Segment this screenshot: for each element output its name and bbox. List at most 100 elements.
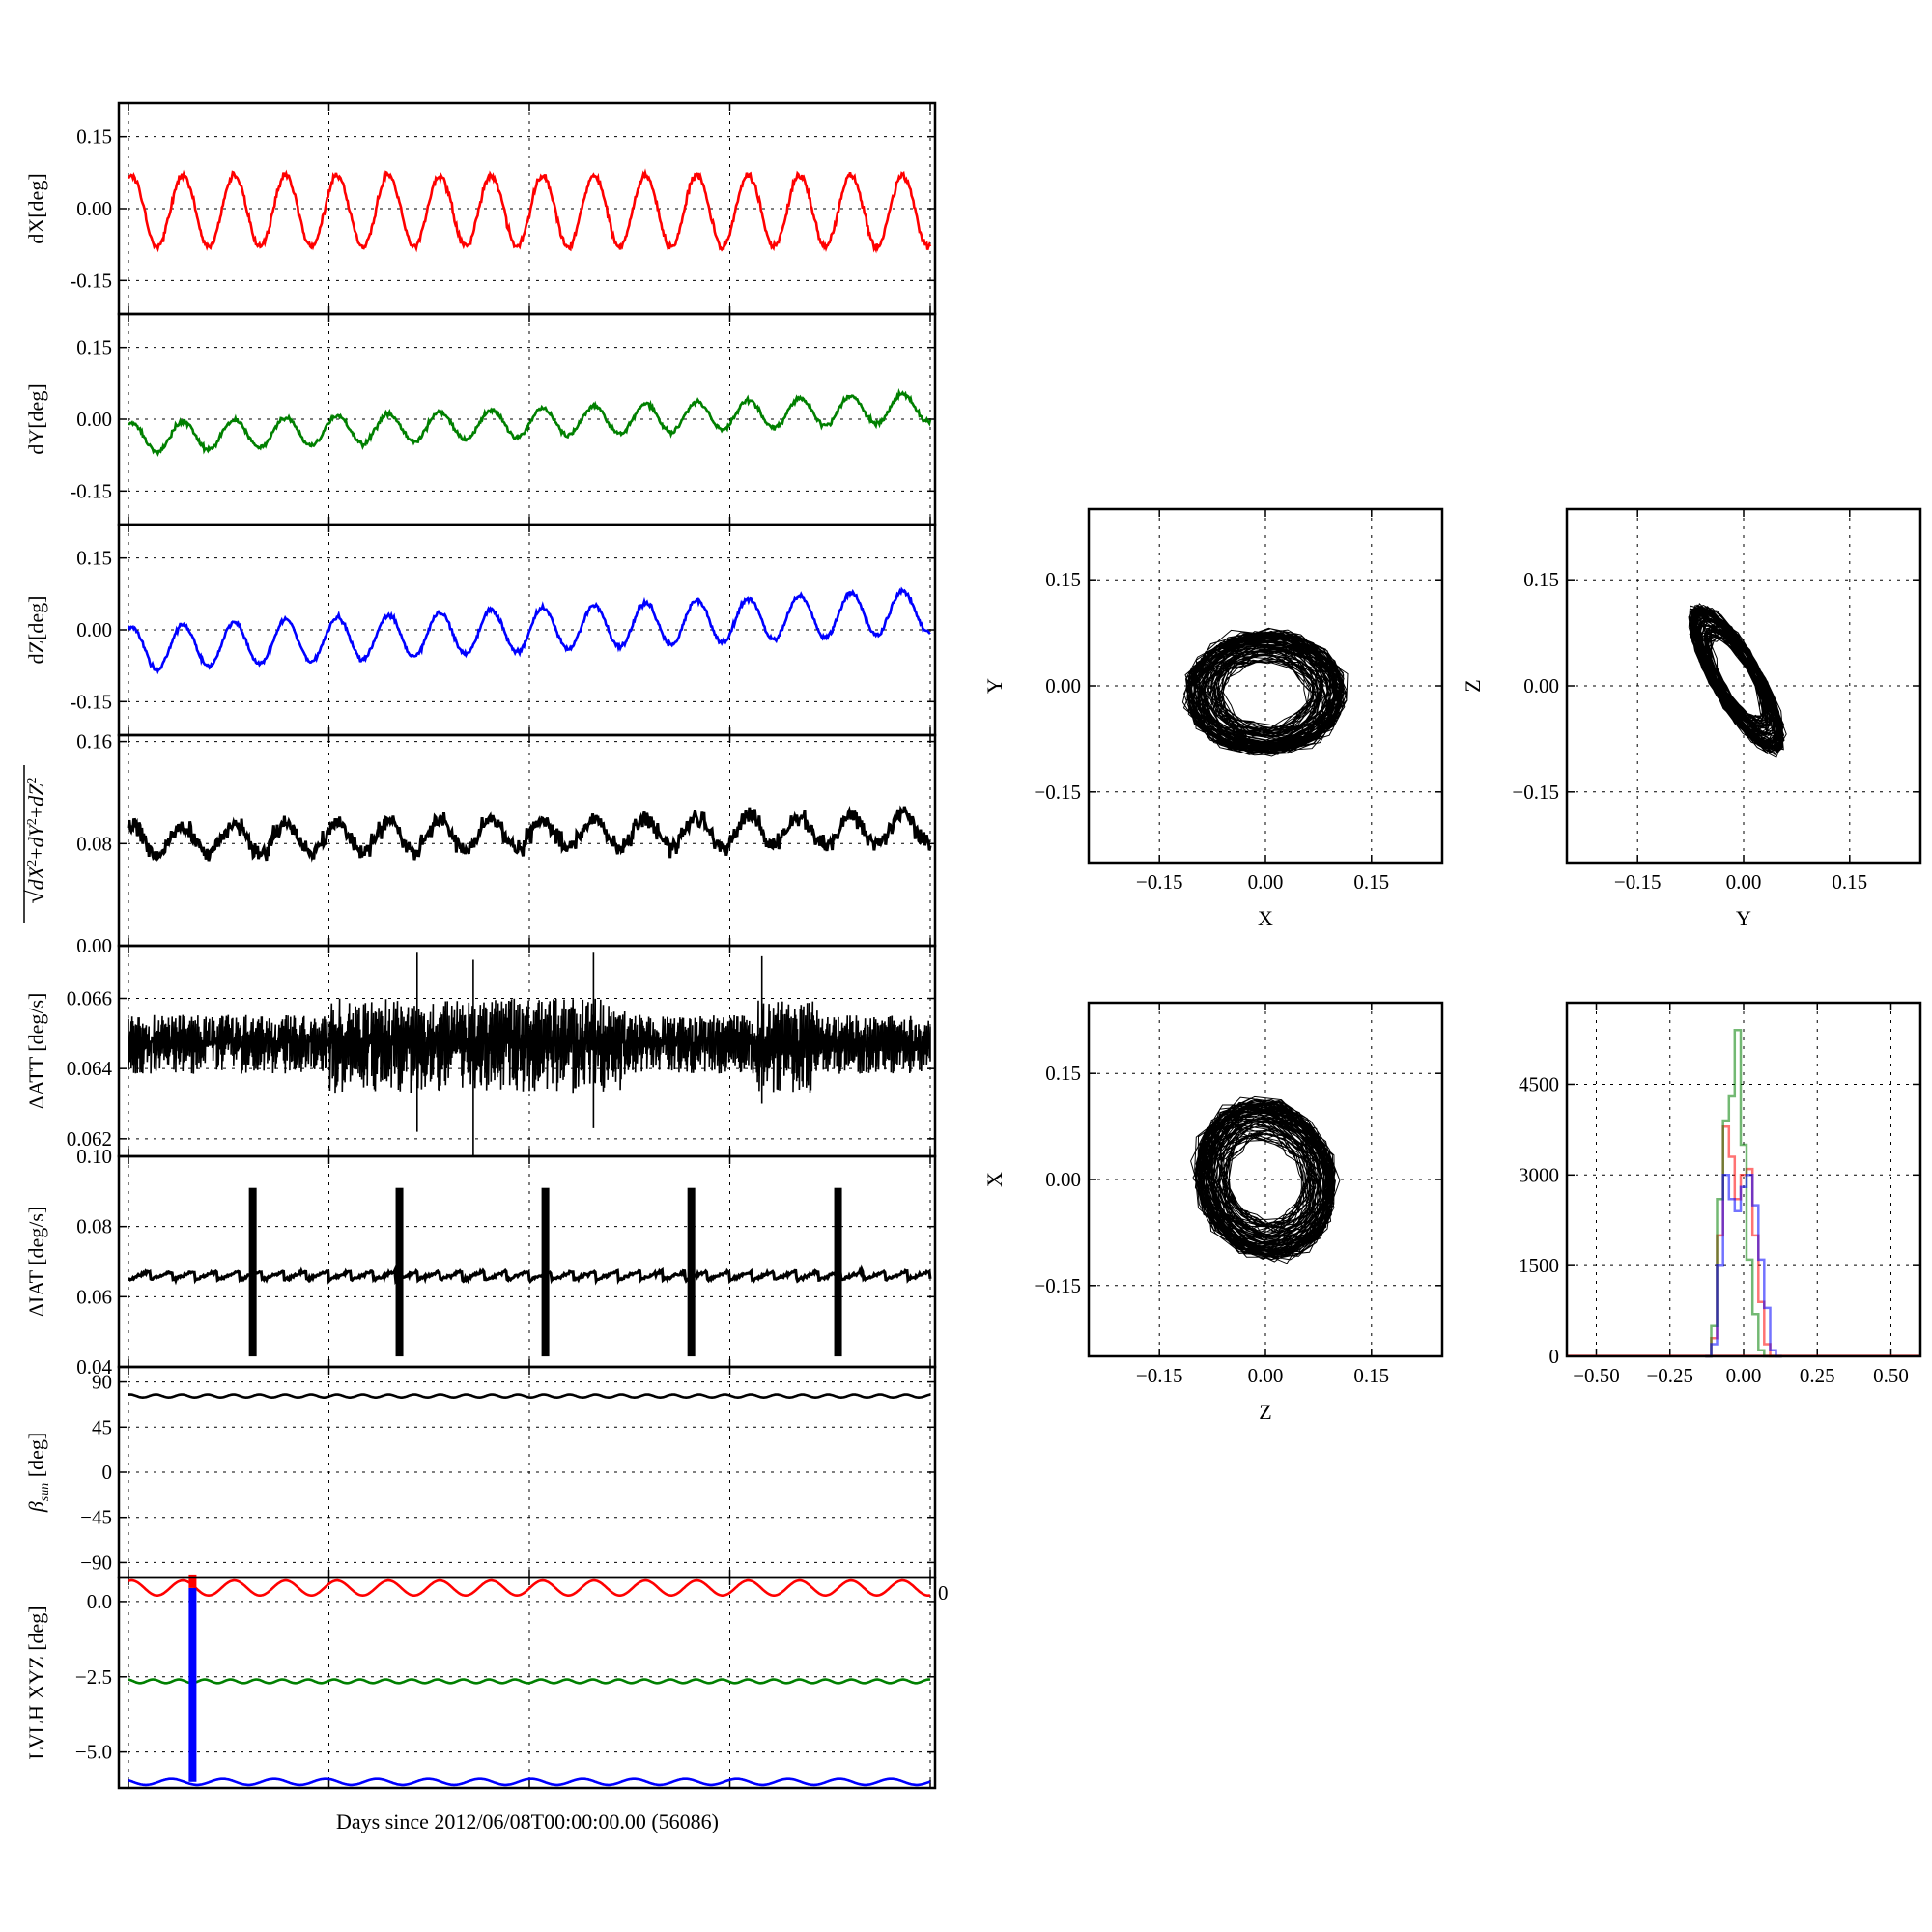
panel-beta: 90 45 0 −45 −90 βsun [deg] bbox=[24, 1365, 937, 1579]
ytick-label: 0.062 bbox=[67, 1127, 112, 1151]
series-line bbox=[128, 387, 932, 457]
panel-hist: −0.50 −0.25 0.00 0.25 0.50 4500 3000 1500 0 bbox=[1519, 1001, 1922, 1387]
y-axis-label: βsun [deg] bbox=[24, 1433, 52, 1513]
ytick-label: 0.15 bbox=[1045, 1062, 1081, 1085]
ytick-label: 0.064 bbox=[67, 1057, 113, 1080]
ytick-label: 0.00 bbox=[76, 408, 112, 431]
ytick-label: 0.10 bbox=[76, 1145, 112, 1168]
x-axis-label: Days since 2012/06/08T00:00:00.00 (56086… bbox=[336, 1809, 719, 1833]
ytick-label: -0.15 bbox=[70, 269, 112, 292]
ytick-label: 0.04 bbox=[76, 1355, 112, 1378]
spike-cap bbox=[188, 1574, 197, 1588]
panel-dZ: 0.15 0.00 -0.15 dZ[deg] bbox=[24, 523, 937, 737]
ytick-label: 3000 bbox=[1519, 1163, 1559, 1186]
ytick-label: 0.00 bbox=[1045, 1168, 1081, 1191]
ytick-label: -0.15 bbox=[70, 479, 112, 502]
ytick-label: −5.0 bbox=[75, 1741, 112, 1764]
panel-yz: −0.15 0.00 0.15 0.15 0.00 −0.15 Y Z bbox=[1461, 507, 1922, 930]
ytick-label: 0.00 bbox=[1045, 674, 1081, 697]
y-axis-label: dZ[deg] bbox=[24, 596, 48, 665]
ytick-label: 0.15 bbox=[1523, 568, 1559, 591]
panel-zx: −0.15 0.00 0.15 0.15 0.00 −0.15 Z X bbox=[982, 1001, 1444, 1424]
hist-series bbox=[1705, 1028, 1782, 1358]
series-line bbox=[127, 1264, 932, 1286]
ytick-label: 0.066 bbox=[67, 987, 112, 1010]
ytick-label: 0.06 bbox=[76, 1285, 112, 1308]
spike-mark bbox=[834, 1187, 842, 1357]
panel-frame bbox=[1087, 1001, 1444, 1358]
ytick-label: −45 bbox=[80, 1506, 112, 1529]
x-axis-label: X bbox=[1258, 906, 1273, 930]
ytick-label: 45 bbox=[92, 1415, 112, 1438]
y-axis-label: ΔIAT [deg/s] bbox=[24, 1207, 48, 1318]
xtick-label: 0.00 bbox=[1726, 1364, 1762, 1387]
series-line bbox=[128, 1777, 931, 1787]
ytick-label: 90 bbox=[92, 1371, 112, 1394]
y-axis-label: √dX2+dY2+dZ2 bbox=[21, 777, 49, 903]
spike-mark bbox=[395, 1187, 404, 1357]
panel-dR: 0.16 0.08 0.00 √dX2+dY2+dZ2 bbox=[21, 730, 937, 957]
ytick-label: 0.0 bbox=[87, 1590, 112, 1613]
ytick-label: 0.00 bbox=[76, 934, 112, 957]
ytick-label: 0.08 bbox=[76, 1215, 112, 1238]
series-line bbox=[127, 586, 931, 675]
xtick-label: −0.50 bbox=[1573, 1364, 1620, 1387]
ytick-label: 4500 bbox=[1519, 1072, 1559, 1095]
y-axis-label: ΔATT [deg/s] bbox=[24, 993, 48, 1110]
series-line bbox=[128, 952, 931, 1156]
panel-xy: −0.15 0.00 0.15 0.15 0.00 −0.15 X Y bbox=[982, 507, 1444, 930]
hist-series bbox=[1705, 1174, 1782, 1358]
spike-mark bbox=[541, 1187, 550, 1357]
ytick-label: 0.15 bbox=[76, 126, 112, 149]
panel-dY: 0.15 0.00 -0.15 dY[deg] bbox=[24, 312, 937, 526]
ytick-label: 1500 bbox=[1519, 1254, 1559, 1277]
ytick-label: −0.15 bbox=[1034, 781, 1081, 804]
ytick-label: 0 bbox=[102, 1461, 113, 1484]
xtick-label: −0.15 bbox=[1136, 1364, 1183, 1387]
trajectory-line bbox=[1190, 1095, 1341, 1264]
panel-frame bbox=[117, 1576, 937, 1790]
panel-lvlh: 0.0 −2.5 −5.0 LVLH XYZ [deg] bbox=[24, 1574, 937, 1790]
series-line bbox=[127, 805, 932, 863]
series-line bbox=[128, 1393, 931, 1400]
ytick-label: −90 bbox=[80, 1550, 112, 1574]
xtick-label: 0.00 bbox=[1726, 870, 1762, 894]
trajectory-line bbox=[1688, 603, 1787, 758]
panel-frame bbox=[1087, 507, 1444, 865]
panel-frame bbox=[117, 1154, 937, 1369]
panel-dIAT: 0.10 0.08 0.06 0.04 ΔIAT [deg/s] bbox=[24, 1145, 937, 1378]
xtick-label: 0.00 bbox=[1248, 1364, 1284, 1387]
spike-mark bbox=[248, 1187, 257, 1357]
ytick-label: 0.15 bbox=[76, 336, 112, 359]
ytick-label: −2.5 bbox=[75, 1665, 112, 1689]
panel-frame bbox=[1565, 1001, 1922, 1358]
xtick-label: −0.25 bbox=[1646, 1364, 1693, 1387]
y-axis-label: Z bbox=[1461, 679, 1485, 692]
panel-dX: 0.15 0.00 -0.15 dX[deg] bbox=[24, 101, 937, 316]
y-axis-label: LVLH XYZ [deg] bbox=[24, 1605, 48, 1759]
trajectory-line bbox=[1181, 627, 1349, 757]
y-axis-label: Y bbox=[982, 678, 1007, 694]
ytick-label: 0.08 bbox=[76, 832, 112, 855]
stray-tick-label: 0 bbox=[938, 1581, 949, 1605]
ytick-label: 0.00 bbox=[76, 618, 112, 641]
spike-mark bbox=[687, 1187, 696, 1357]
spike-mark bbox=[188, 1587, 197, 1782]
ytick-label: 0 bbox=[1549, 1345, 1560, 1368]
xtick-label: −0.15 bbox=[1136, 870, 1183, 894]
xtick-label: 0.50 bbox=[1873, 1364, 1909, 1387]
x-axis-label: Z bbox=[1259, 1400, 1271, 1424]
x-axis-label: Y bbox=[1736, 906, 1751, 930]
ytick-label: 0.15 bbox=[76, 547, 112, 570]
series-line bbox=[128, 1678, 931, 1685]
ytick-label: 0.15 bbox=[1045, 568, 1081, 591]
panel-frame bbox=[1565, 507, 1922, 865]
xtick-label: 0.15 bbox=[1353, 870, 1389, 894]
y-axis-label: dY[deg] bbox=[24, 384, 48, 454]
xtick-label: 0.00 bbox=[1248, 870, 1284, 894]
series-line bbox=[127, 168, 932, 254]
y-axis-label: dX[deg] bbox=[24, 173, 48, 243]
series-line bbox=[128, 1578, 931, 1598]
xtick-label: 0.15 bbox=[1832, 870, 1867, 894]
